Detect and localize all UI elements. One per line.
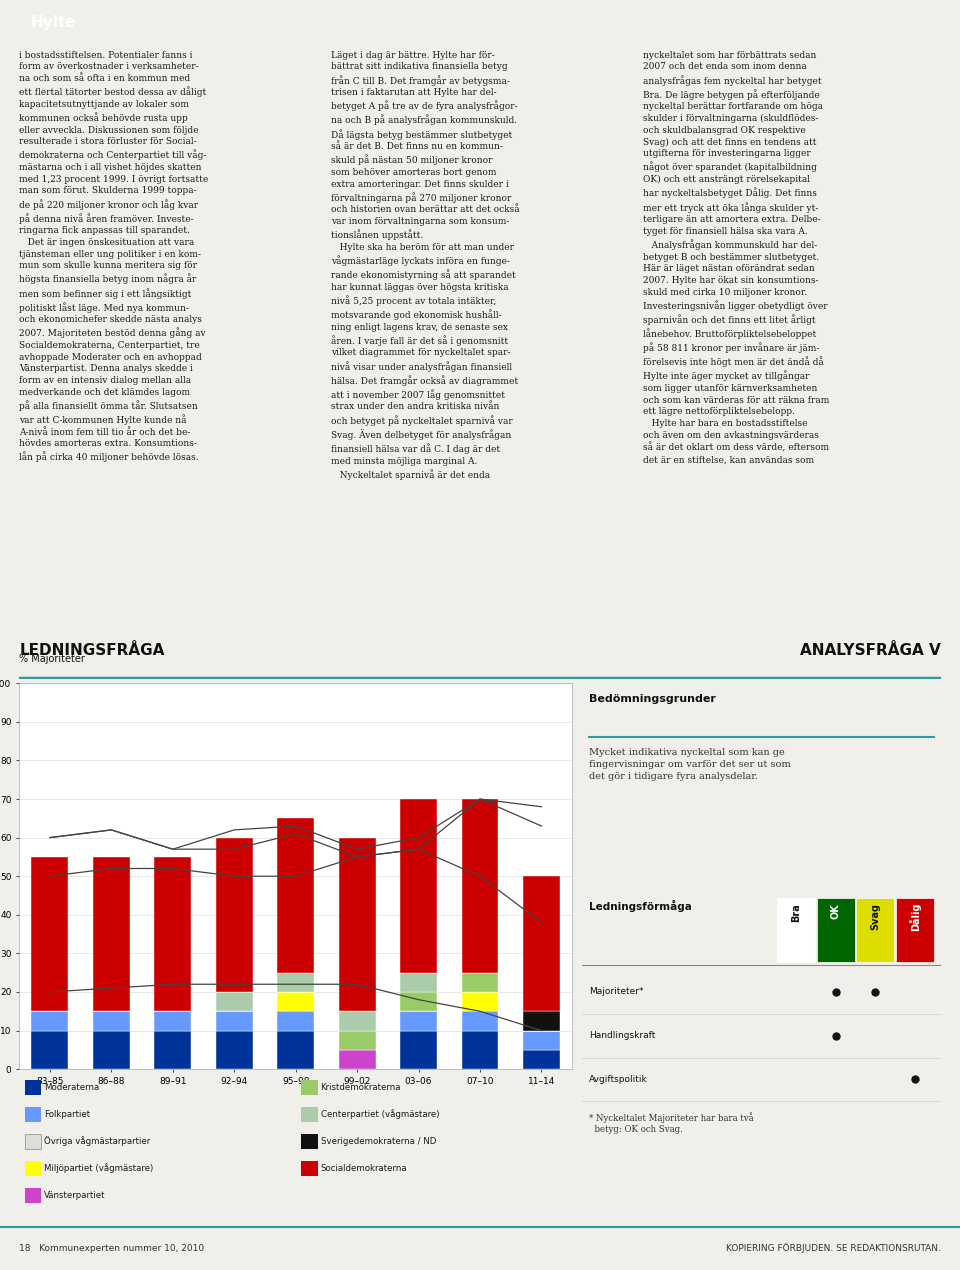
Bar: [25, 1187, 41, 1203]
Bar: [216, 992, 252, 1011]
Bar: [32, 1030, 68, 1069]
Text: Handlingskraft: Handlingskraft: [588, 1031, 656, 1040]
Bar: [856, 898, 894, 961]
Bar: [301, 1134, 318, 1148]
Text: Bedömningsgrunder: Bedömningsgrunder: [588, 693, 716, 704]
Bar: [339, 838, 375, 1011]
Text: Dålig: Dålig: [909, 903, 921, 931]
Bar: [400, 1030, 437, 1069]
Bar: [400, 973, 437, 992]
Bar: [817, 898, 854, 961]
Bar: [25, 1134, 41, 1148]
Text: Folkpartiet: Folkpartiet: [44, 1110, 90, 1119]
Bar: [93, 857, 130, 1011]
Bar: [339, 1030, 375, 1050]
Text: Hylte: Hylte: [31, 15, 76, 29]
Bar: [216, 1011, 252, 1030]
Text: Moderaterna: Moderaterna: [44, 1082, 99, 1092]
Bar: [339, 1011, 375, 1030]
Bar: [216, 1030, 252, 1069]
Bar: [462, 799, 498, 973]
Text: Ledningsförmåga: Ledningsförmåga: [588, 900, 692, 912]
Bar: [25, 1161, 41, 1176]
Text: i bostadsstiftelsen. Potentialer fanns i
form av överkostnader i verksamheter-
n: i bostadsstiftelsen. Potentialer fanns i…: [19, 51, 208, 462]
Bar: [32, 857, 68, 1011]
Bar: [400, 1011, 437, 1030]
Bar: [400, 992, 437, 1011]
Text: LEDNINGSFRÅGA: LEDNINGSFRÅGA: [19, 643, 164, 658]
Bar: [277, 973, 314, 992]
Bar: [93, 1011, 130, 1030]
Bar: [301, 1161, 318, 1176]
Text: Svag: Svag: [871, 903, 880, 930]
Bar: [301, 1106, 318, 1121]
Bar: [155, 1030, 191, 1069]
Bar: [155, 857, 191, 1011]
Bar: [523, 876, 560, 1011]
Bar: [462, 992, 498, 1011]
Bar: [277, 1030, 314, 1069]
Bar: [400, 799, 437, 973]
Bar: [277, 818, 314, 973]
Text: OK: OK: [830, 903, 841, 918]
Text: 18   Kommunexperten nummer 10, 2010: 18 Kommunexperten nummer 10, 2010: [19, 1243, 204, 1252]
Text: Majoriteter*: Majoriteter*: [588, 987, 643, 997]
Text: % Majoriteter: % Majoriteter: [19, 654, 85, 664]
Text: Läget i dag är bättre. Hylte har för-
bättrat sitt indikativa finansiella betyg
: Läget i dag är bättre. Hylte har för- bä…: [331, 51, 519, 480]
Text: Avgiftspolitik: Avgiftspolitik: [588, 1074, 648, 1083]
Bar: [25, 1106, 41, 1121]
Bar: [277, 992, 314, 1011]
Bar: [277, 1011, 314, 1030]
Bar: [462, 973, 498, 992]
Bar: [301, 1080, 318, 1095]
Text: Mycket indikativa nyckeltal som kan ge
fingervisningar om varför det ser ut som
: Mycket indikativa nyckeltal som kan ge f…: [588, 748, 791, 781]
Bar: [523, 1030, 560, 1050]
Bar: [32, 1011, 68, 1030]
Text: KOPIERING FÖRBJUDEN. SE REDAKTIONSRUTAN.: KOPIERING FÖRBJUDEN. SE REDAKTIONSRUTAN.: [726, 1243, 941, 1253]
Bar: [523, 1050, 560, 1069]
Text: Socialdemokraterna: Socialdemokraterna: [321, 1163, 407, 1172]
Text: Bra: Bra: [791, 903, 802, 922]
Bar: [896, 898, 934, 961]
Bar: [216, 838, 252, 992]
Text: Kristdemokraterna: Kristdemokraterna: [321, 1082, 401, 1092]
Bar: [155, 1011, 191, 1030]
Bar: [25, 1080, 41, 1095]
Bar: [462, 1030, 498, 1069]
Text: Vänsterpartiet: Vänsterpartiet: [44, 1191, 106, 1200]
Text: Miljöpartiet (vågmästare): Miljöpartiet (vågmästare): [44, 1163, 154, 1173]
Text: Övriga vågmästarpartier: Övriga vågmästarpartier: [44, 1137, 151, 1146]
Text: ANALYSFRÅGA V: ANALYSFRÅGA V: [800, 643, 941, 658]
Text: Centerpartiet (vågmästare): Centerpartiet (vågmästare): [321, 1109, 439, 1119]
Text: nyckeltalet som har förbättrats sedan
2007 och det enda som inom denna
analysfrå: nyckeltalet som har förbättrats sedan 20…: [643, 51, 829, 465]
Text: * Nyckeltalet Majoriteter har bara två
  betyg: OK och Svag.: * Nyckeltalet Majoriteter har bara två b…: [588, 1113, 754, 1134]
Bar: [339, 1050, 375, 1069]
Text: Sverigedemokraterna / ND: Sverigedemokraterna / ND: [321, 1137, 436, 1146]
Bar: [523, 1011, 560, 1030]
Bar: [462, 1011, 498, 1030]
Bar: [93, 1030, 130, 1069]
Bar: [778, 898, 815, 961]
